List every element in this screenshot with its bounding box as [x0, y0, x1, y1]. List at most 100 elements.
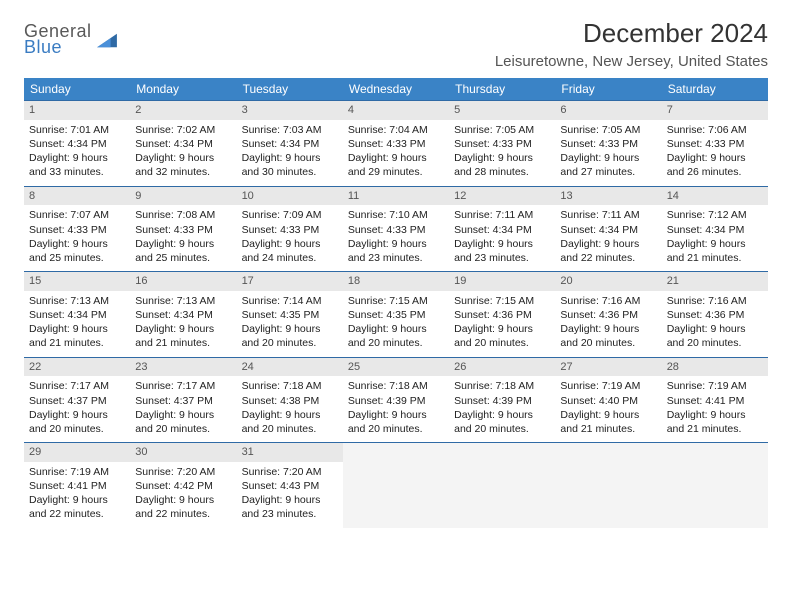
sunrise-line: Sunrise: 7:02 AM [135, 123, 231, 137]
sunset-line: Sunset: 4:36 PM [667, 308, 763, 322]
day-number: 16 [130, 272, 236, 291]
calendar-day-cell: 26Sunrise: 7:18 AMSunset: 4:39 PMDayligh… [449, 357, 555, 443]
sunset-line: Sunset: 4:36 PM [454, 308, 550, 322]
sunset-line: Sunset: 4:37 PM [135, 394, 231, 408]
day-number: 19 [449, 272, 555, 291]
sunrise-line: Sunrise: 7:05 AM [560, 123, 656, 137]
calendar-day-cell: 6Sunrise: 7:05 AMSunset: 4:33 PMDaylight… [555, 101, 661, 187]
day-number: 25 [343, 358, 449, 377]
sunset-line: Sunset: 4:34 PM [667, 223, 763, 237]
day-number: 30 [130, 443, 236, 462]
sunrise-line: Sunrise: 7:09 AM [242, 208, 338, 222]
daylight-line: Daylight: 9 hours and 26 minutes. [667, 151, 763, 179]
daylight-line: Daylight: 9 hours and 20 minutes. [242, 408, 338, 436]
calendar-day-cell [662, 443, 768, 528]
calendar-day-cell: 17Sunrise: 7:14 AMSunset: 4:35 PMDayligh… [237, 272, 343, 358]
sunrise-line: Sunrise: 7:12 AM [667, 208, 763, 222]
calendar-day-cell: 30 Sunrise: 7:20 AMSunset: 4:42 PMDayligh… [130, 443, 236, 528]
daylight-line: Daylight: 9 hours and 27 minutes. [560, 151, 656, 179]
sunset-line: Sunset: 4:33 PM [242, 223, 338, 237]
daylight-line: Daylight: 9 hours and 22 minutes. [560, 237, 656, 265]
day-number: 17 [237, 272, 343, 291]
sunrise-line: Sunrise: 7:03 AM [242, 123, 338, 137]
sunset-line: Sunset: 4:35 PM [242, 308, 338, 322]
sunrise-line: Sunrise: 7:15 AM [454, 294, 550, 308]
day-number: 8 [24, 187, 130, 206]
daylight-line: Daylight: 9 hours and 29 minutes. [348, 151, 444, 179]
sunrise-line: Sunrise: 7:20 AM [135, 465, 231, 479]
sunrise-line: Sunrise: 7:13 AM [29, 294, 125, 308]
sunrise-line: Sunrise: 7:19 AM [560, 379, 656, 393]
sunset-line: Sunset: 4:42 PM [135, 479, 231, 493]
day-number: 23 [130, 358, 236, 377]
day-number: 31 [237, 443, 343, 462]
daylight-line: Daylight: 9 hours and 25 minutes. [135, 237, 231, 265]
sunset-line: Sunset: 4:38 PM [242, 394, 338, 408]
day-header: Friday [555, 78, 661, 101]
sunset-line: Sunset: 4:37 PM [29, 394, 125, 408]
daylight-line: Daylight: 9 hours and 21 minutes. [135, 322, 231, 350]
day-number: 21 [662, 272, 768, 291]
sunrise-line: Sunrise: 7:11 AM [560, 208, 656, 222]
daylight-line: Daylight: 9 hours and 20 minutes. [667, 322, 763, 350]
calendar-week-row: 29Sunrise: 7:19 AMSunset: 4:41 PMDayligh… [24, 443, 768, 528]
day-number: 12 [449, 187, 555, 206]
calendar-day-cell: 10 Sunrise: 7:09 AMSunset: 4:33 PMDayligh… [237, 186, 343, 272]
daylight-line: Daylight: 9 hours and 21 minutes. [667, 237, 763, 265]
sunset-line: Sunset: 4:33 PM [348, 137, 444, 151]
sunset-line: Sunset: 4:39 PM [348, 394, 444, 408]
calendar-day-cell: 13Sunrise: 7:11 AMSunset: 4:34 PMDayligh… [555, 186, 661, 272]
logo: General Blue [24, 22, 118, 56]
calendar-day-cell: 7Sunrise: 7:06 AMSunset: 4:33 PMDaylight… [662, 101, 768, 187]
day-number: 10 [237, 187, 343, 206]
day-header: Saturday [662, 78, 768, 101]
sunrise-line: Sunrise: 7:10 AM [348, 208, 444, 222]
sunset-line: Sunset: 4:33 PM [667, 137, 763, 151]
day-number: 20 [555, 272, 661, 291]
calendar-day-cell: 27Sunrise: 7:19 AMSunset: 4:40 PMDayligh… [555, 357, 661, 443]
calendar-day-cell: 14 Sunrise: 7:12 AMSunset: 4:34 PMDayligh… [662, 186, 768, 272]
daylight-line: Daylight: 9 hours and 24 minutes. [242, 237, 338, 265]
day-number: 29 [24, 443, 130, 462]
calendar-day-cell: 15Sunrise: 7:13 AMSunset: 4:34 PMDayligh… [24, 272, 130, 358]
daylight-line: Daylight: 9 hours and 20 minutes. [454, 408, 550, 436]
sunrise-line: Sunrise: 7:13 AM [135, 294, 231, 308]
calendar-day-cell [449, 443, 555, 528]
sunset-line: Sunset: 4:36 PM [560, 308, 656, 322]
sunrise-line: Sunrise: 7:14 AM [242, 294, 338, 308]
calendar-week-row: 22Sunrise: 7:17 AMSunset: 4:37 PMDayligh… [24, 357, 768, 443]
daylight-line: Daylight: 9 hours and 22 minutes. [29, 493, 125, 521]
calendar-day-cell: 20Sunrise: 7:16 AMSunset: 4:36 PMDayligh… [555, 272, 661, 358]
sunset-line: Sunset: 4:34 PM [560, 223, 656, 237]
calendar-day-cell: 21Sunrise: 7:16 AMSunset: 4:36 PMDayligh… [662, 272, 768, 358]
calendar-day-cell: 1Sunrise: 7:01 AMSunset: 4:34 PMDaylight… [24, 101, 130, 187]
calendar-table: SundayMondayTuesdayWednesdayThursdayFrid… [24, 78, 768, 528]
calendar-body: 1Sunrise: 7:01 AMSunset: 4:34 PMDaylight… [24, 101, 768, 528]
day-number: 4 [343, 101, 449, 120]
day-header: Sunday [24, 78, 130, 101]
day-header: Thursday [449, 78, 555, 101]
sunrise-line: Sunrise: 7:07 AM [29, 208, 125, 222]
location-subtitle: Leisuretowne, New Jersey, United States [495, 53, 768, 70]
day-number: 11 [343, 187, 449, 206]
daylight-line: Daylight: 9 hours and 32 minutes. [135, 151, 231, 179]
calendar-header-row: SundayMondayTuesdayWednesdayThursdayFrid… [24, 78, 768, 101]
day-number: 24 [237, 358, 343, 377]
day-number: 14 [662, 187, 768, 206]
daylight-line: Daylight: 9 hours and 20 minutes. [348, 322, 444, 350]
day-number: 7 [662, 101, 768, 120]
header: General Blue December 2024 Leisuretowne,… [24, 18, 768, 70]
calendar-day-cell: 18Sunrise: 7:15 AMSunset: 4:35 PMDayligh… [343, 272, 449, 358]
calendar-day-cell: 28Sunrise: 7:19 AMSunset: 4:41 PMDayligh… [662, 357, 768, 443]
day-number: 15 [24, 272, 130, 291]
sunset-line: Sunset: 4:34 PM [242, 137, 338, 151]
sunset-line: Sunset: 4:39 PM [454, 394, 550, 408]
calendar-week-row: 1Sunrise: 7:01 AMSunset: 4:34 PMDaylight… [24, 101, 768, 187]
daylight-line: Daylight: 9 hours and 22 minutes. [135, 493, 231, 521]
sunset-line: Sunset: 4:35 PM [348, 308, 444, 322]
sunset-line: Sunset: 4:33 PM [454, 137, 550, 151]
daylight-line: Daylight: 9 hours and 23 minutes. [348, 237, 444, 265]
day-header: Wednesday [343, 78, 449, 101]
calendar-day-cell: 22Sunrise: 7:17 AMSunset: 4:37 PMDayligh… [24, 357, 130, 443]
daylight-line: Daylight: 9 hours and 20 minutes. [454, 322, 550, 350]
